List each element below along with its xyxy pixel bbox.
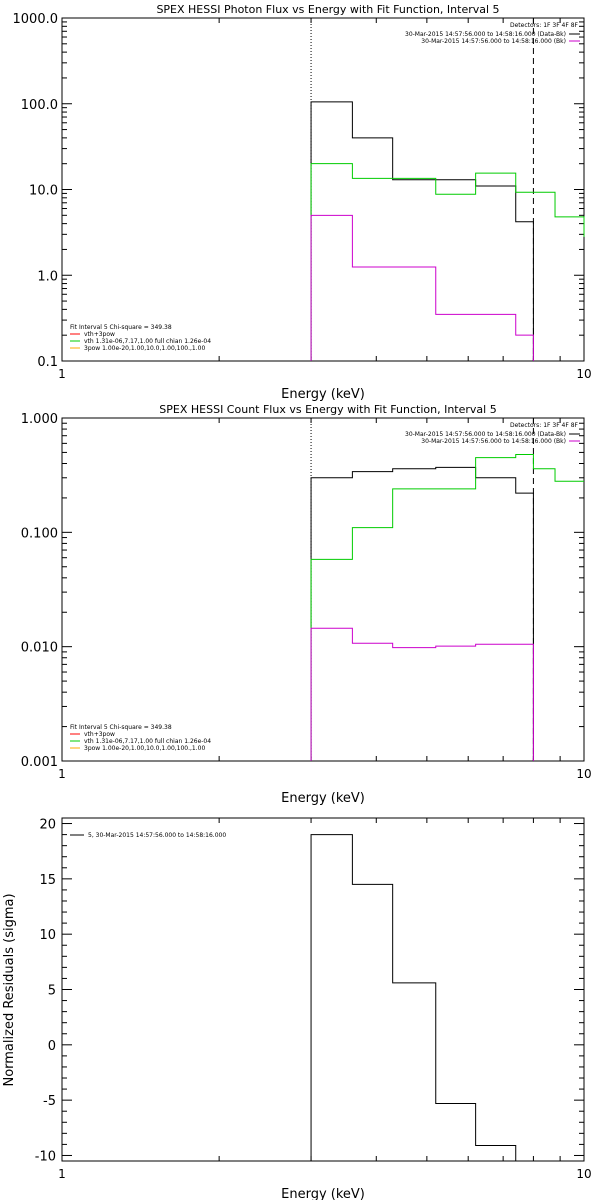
- count-flux-range-markers: [310, 418, 534, 761]
- histogram-series-0: [310, 101, 534, 361]
- residuals-plot-frame: [61, 817, 585, 1162]
- detectors-label: Detectors: 1F 3F 4F 8F: [510, 422, 579, 429]
- fit-legend-label: vth 1.31e-06,7.17,1.00 full chian 1.26e-…: [84, 338, 211, 345]
- count-flux-series: [310, 453, 584, 761]
- time-range-legend-label: 30-Mar-2015 14:57:56.000 to 14:58:16.000…: [421, 438, 566, 445]
- y-tick-label: -10: [35, 1149, 56, 1164]
- residuals-ylabel: Normalized Residuals (sigma): [2, 893, 17, 1086]
- y-tick-label: -5: [43, 1094, 56, 1109]
- residuals-axis-ticks: 1 10 -10 -5 0 5 10 15 20: [35, 818, 592, 1181]
- time-range-legend-label: 30-Mar-2015 14:57:56.000 to 14:58:16.000…: [405, 31, 566, 38]
- x-tick-label: 10: [576, 1167, 591, 1181]
- y-tick-label: 1.0: [37, 269, 58, 284]
- y-tick-label: 0.100: [21, 526, 58, 541]
- y-tick-label: 20: [39, 818, 56, 833]
- count-flux-axis-ticks: 1 10 0.001 0.010 0.100 1.000: [21, 412, 592, 781]
- y-tick-label: 10.0: [29, 184, 58, 199]
- fit-legend-label: 3pow 1.00e-20,1.00,10.0,1.00,100.,1.00: [84, 745, 205, 752]
- photon-flux-series: [310, 101, 585, 361]
- photon-flux-panel: SPEX HESSI Photon Flux vs Energy with Fi…: [13, 3, 592, 402]
- fit-legend-label: 3pow 1.00e-20,1.00,10.0,1.00,100.,1.00: [84, 345, 205, 352]
- photon-flux-axis-ticks: 1 10 0.1 1.0 10.0 100.0 1000.0: [13, 12, 592, 381]
- count-flux-plot-frame: [61, 417, 585, 762]
- time-range-legend-label: 30-Mar-2015 14:57:56.000 to 14:58:16.000…: [405, 431, 566, 438]
- fit-legend-label: vth 1.31e-06,7.17,1.00 full chian 1.26e-…: [84, 738, 211, 745]
- residuals-panel: 1 10 -10 -5 0 5 10 15 20 5, 30-Mar-2015 14:57:56…: [2, 817, 592, 1200]
- y-tick-label: 1.000: [21, 412, 58, 427]
- fit-legend-label: vth+3pow: [84, 331, 115, 338]
- count-flux-panel: SPEX HESSI Count Flux vs Energy with Fit…: [21, 403, 592, 806]
- photon-flux-xlabel: Energy (keV): [281, 387, 365, 402]
- histogram-series-2: [310, 214, 534, 361]
- photon-flux-plot-frame: [61, 17, 585, 362]
- x-tick-label: 1: [58, 367, 66, 381]
- count-flux-legends: Detectors: 1F 3F 4F 8F 30-Mar-2015 14:57:…: [70, 422, 580, 752]
- histogram-series-1: [310, 163, 585, 361]
- x-tick-label: 1: [58, 1167, 66, 1181]
- y-tick-label: 0.001: [21, 755, 58, 770]
- photon-flux-title: SPEX HESSI Photon Flux vs Energy with Fi…: [156, 3, 499, 16]
- fit-interval-label: Fit Interval 5 Chi-square = 349.38: [70, 724, 172, 731]
- residuals-series: [310, 834, 534, 1162]
- histogram-series-1: [310, 453, 584, 761]
- residuals-legend: 5, 30-Mar-2015 14:57:56.000 to 14:58:16.…: [70, 832, 226, 839]
- residual-legend-label: 5, 30-Mar-2015 14:57:56.000 to 14:58:16.…: [88, 832, 226, 839]
- count-flux-title: SPEX HESSI Count Flux vs Energy with Fit…: [159, 403, 496, 416]
- y-tick-label: 100.0: [21, 98, 58, 113]
- histogram-series-0: [310, 834, 534, 1162]
- histogram-series-0: [310, 466, 534, 761]
- photon-flux-range-markers: [310, 18, 534, 361]
- histogram-series-2: [310, 627, 534, 761]
- detectors-label: Detectors: 1F 3F 4F 8F: [510, 22, 579, 29]
- y-tick-label: 0: [48, 1039, 56, 1054]
- photon-flux-legends: Detectors: 1F 3F 4F 8F 30-Mar-2015 14:57:…: [70, 22, 580, 352]
- y-tick-label: 0.010: [21, 641, 58, 656]
- y-tick-label: 10: [39, 928, 56, 943]
- x-tick-label: 10: [576, 767, 591, 781]
- fit-legend-label: vth+3pow: [84, 731, 115, 738]
- fit-interval-label: Fit Interval 5 Chi-square = 349.38: [70, 324, 172, 331]
- time-range-legend-label: 30-Mar-2015 14:57:56.000 to 14:58:16.000…: [421, 38, 566, 45]
- y-tick-label: 1000.0: [13, 12, 59, 27]
- y-tick-label: 0.1: [37, 355, 58, 370]
- y-tick-label: 15: [39, 873, 56, 888]
- residuals-xlabel: Energy (keV): [281, 1187, 365, 1200]
- count-flux-xlabel: Energy (keV): [281, 791, 365, 806]
- x-tick-label: 10: [576, 367, 591, 381]
- y-tick-label: 5: [48, 984, 56, 999]
- x-tick-label: 1: [58, 767, 66, 781]
